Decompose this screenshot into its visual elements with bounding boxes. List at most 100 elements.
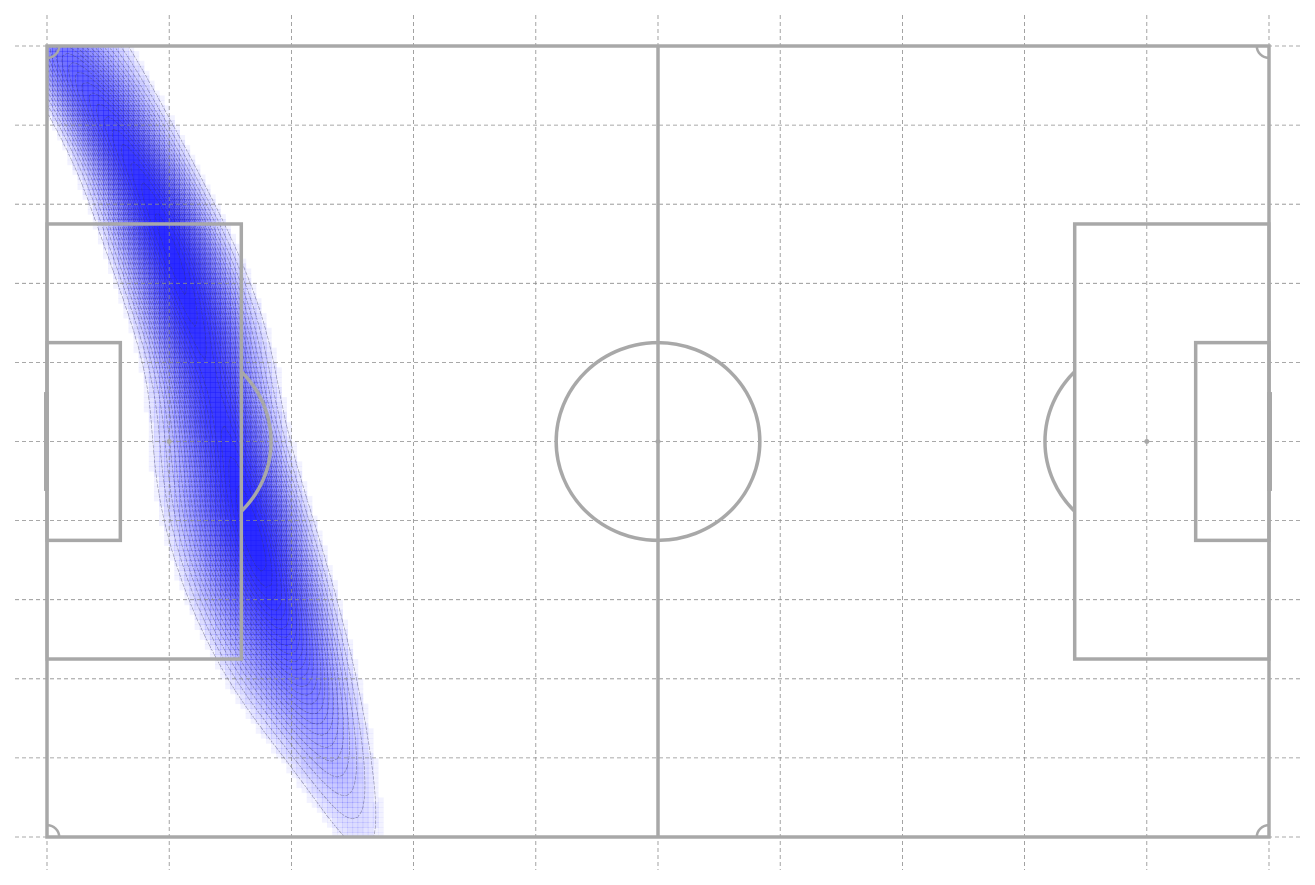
density-cell [153, 258, 160, 265]
density-cell [225, 327, 231, 334]
density-cell [209, 481, 216, 487]
density-cell [316, 787, 323, 794]
density-cell [199, 332, 206, 339]
density-cell [332, 649, 338, 655]
density-cell [306, 762, 313, 769]
density-cell [235, 446, 242, 452]
density-cell [174, 382, 180, 388]
density-cell [159, 327, 165, 334]
density-cell [271, 688, 277, 695]
density-cell [204, 303, 211, 309]
density-cell [301, 555, 308, 561]
density-cell [255, 362, 262, 368]
density-cell [194, 367, 201, 373]
density-cell [311, 565, 318, 571]
density-cell [276, 693, 282, 700]
density-cell [199, 298, 206, 304]
density-cell [209, 560, 216, 566]
density-cell [337, 629, 343, 635]
density-cell [108, 189, 114, 195]
density-cell [159, 500, 165, 507]
density-cell [72, 70, 79, 77]
density-cell [67, 95, 74, 101]
density-cell [194, 535, 201, 541]
density-cell [148, 283, 155, 289]
density-cell [265, 535, 272, 541]
density-cell [209, 347, 216, 354]
density-cell [265, 668, 272, 675]
density-cell [174, 243, 180, 250]
density-cell [123, 90, 130, 97]
density-cell [332, 599, 338, 606]
density-cell [148, 179, 155, 186]
density-cell [301, 550, 308, 556]
density-cell [184, 560, 191, 566]
density-cell [377, 827, 384, 833]
density-cell [342, 649, 349, 655]
density-cell [230, 293, 236, 299]
density-cell [184, 555, 191, 561]
density-cell [174, 125, 180, 131]
density-cell [250, 456, 257, 462]
density-cell [194, 184, 201, 190]
density-cell [220, 535, 226, 541]
centre-circle [554, 340, 762, 543]
density-cell [92, 204, 99, 210]
density-cell [138, 70, 145, 77]
density-cell [250, 540, 257, 546]
density-cell [296, 471, 303, 477]
density-cell [235, 555, 242, 561]
density-cell [347, 703, 354, 710]
density-cell [143, 189, 150, 195]
density-cell [87, 90, 94, 97]
density-cell [133, 238, 140, 245]
density-cell [337, 668, 343, 675]
density-cell [209, 382, 216, 388]
density-cell [362, 733, 369, 739]
density-cell [321, 550, 328, 556]
density-cell [143, 352, 150, 359]
density-cell [113, 179, 119, 186]
density-contour-line [61, 53, 311, 679]
density-cell [128, 65, 135, 72]
density-cell [327, 718, 333, 724]
density-cell [250, 619, 257, 626]
density-cell [174, 416, 180, 423]
density-cell [194, 589, 201, 596]
density-cell [352, 663, 359, 670]
density-cell [281, 663, 287, 670]
density-cell [225, 624, 231, 630]
density-cell [97, 174, 104, 181]
density-cell [123, 223, 130, 230]
density-cell [148, 164, 155, 171]
density-cell [174, 387, 180, 393]
density-cell [240, 693, 247, 700]
density-cell [148, 105, 155, 111]
density-cell [255, 520, 262, 527]
density-cell [77, 139, 84, 146]
density-cell [235, 545, 242, 551]
density-cell [143, 258, 150, 265]
density-cell [332, 668, 338, 675]
density-cell [153, 312, 160, 319]
density-cell [159, 446, 165, 452]
density-cell [276, 401, 282, 408]
density-cell [296, 535, 303, 541]
density-cell [276, 743, 282, 749]
density-cell [179, 194, 186, 200]
density-cell [159, 362, 165, 368]
density-cell [169, 372, 175, 378]
density-cell [281, 451, 287, 457]
density-cell [179, 441, 186, 448]
density-cell [174, 550, 180, 556]
density-cell [337, 767, 343, 774]
density-cell [159, 397, 165, 403]
density-cell [225, 540, 231, 546]
density-cell [372, 782, 379, 789]
density-cell [153, 377, 160, 383]
density-cell [174, 184, 180, 190]
density-cell [220, 362, 226, 368]
density-cell [265, 703, 272, 710]
density-cell [138, 342, 145, 349]
density-cell [62, 139, 68, 146]
